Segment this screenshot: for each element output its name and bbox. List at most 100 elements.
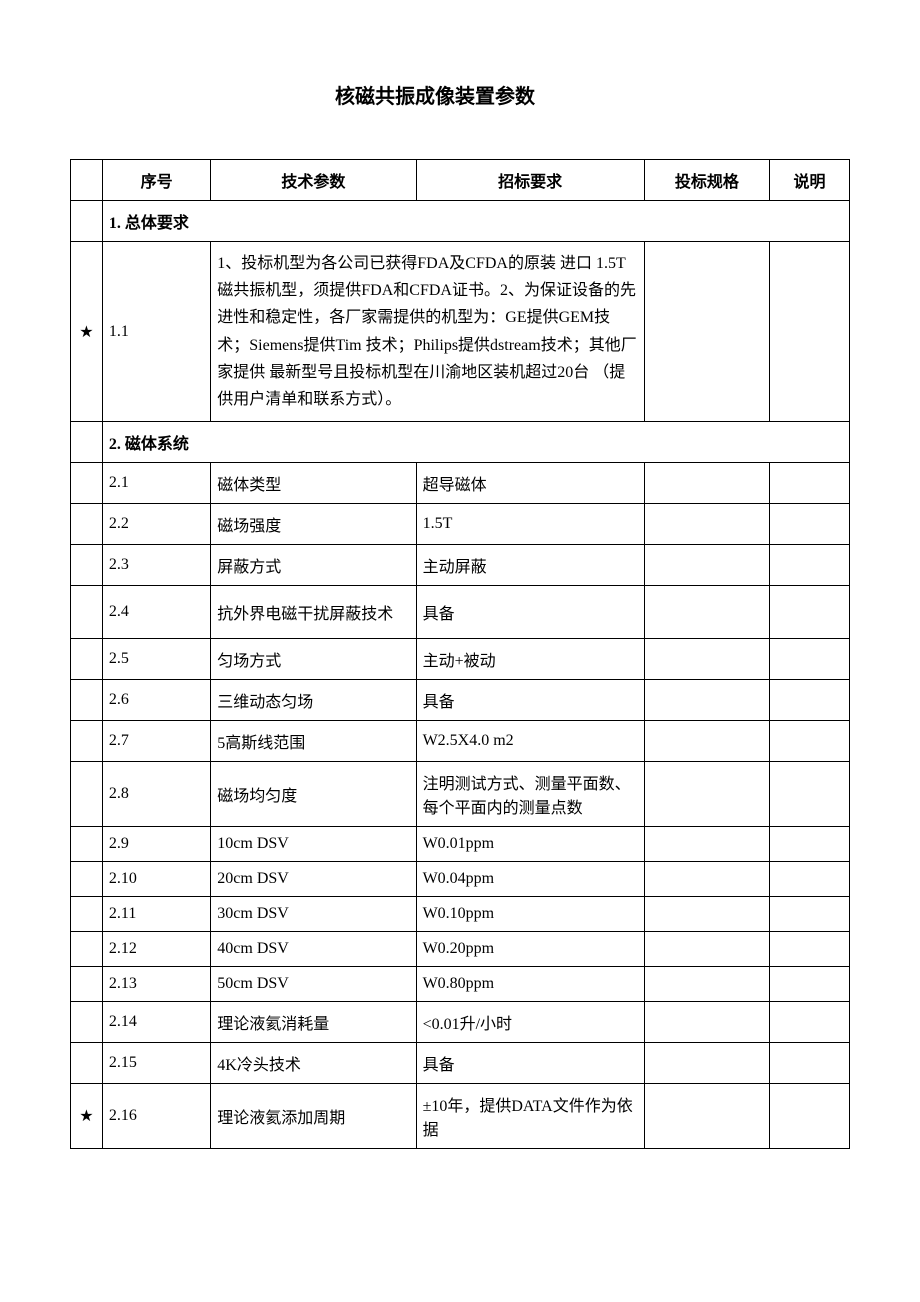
cell-num: 2.6: [102, 680, 210, 721]
cell-star: [71, 1002, 103, 1043]
section-header-row: 2. 磁体系统: [71, 422, 850, 463]
cell-star: [71, 586, 103, 639]
table-row: 2.2 磁场强度 1.5T: [71, 504, 850, 545]
document-title: 核磁共振成像装置参数: [20, 80, 850, 109]
header-num: 序号: [102, 160, 210, 201]
table-row: 2.7 5高斯线范围 W2.5X4.0 m2: [71, 721, 850, 762]
cell-spec: [644, 639, 769, 680]
cell-req: W2.5X4.0 m2: [416, 721, 644, 762]
cell-star: [71, 545, 103, 586]
cell-merged: 1、投标机型为各公司已获得FDA及CFDA的原装 进口 1.5T磁共振机型，须提…: [211, 242, 644, 422]
cell-param: 5高斯线范围: [211, 721, 416, 762]
table-row: 2.13 50cm DSV W0.80ppm: [71, 967, 850, 1002]
cell-star: [71, 862, 103, 897]
section-header-row: 1. 总体要求: [71, 201, 850, 242]
cell-desc: [770, 1002, 850, 1043]
cell-num: 2.11: [102, 897, 210, 932]
cell-star: [71, 1043, 103, 1084]
cell-num: 2.9: [102, 827, 210, 862]
table-row: 2.10 20cm DSV W0.04ppm: [71, 862, 850, 897]
cell-param: 抗外界电磁干扰屏蔽技术: [211, 586, 416, 639]
cell-star: [71, 932, 103, 967]
cell-param: 10cm DSV: [211, 827, 416, 862]
cell-num: 1.1: [102, 242, 210, 422]
cell-param: 4K冷头技术: [211, 1043, 416, 1084]
cell-num: 2.3: [102, 545, 210, 586]
cell-star: ★: [71, 1084, 103, 1149]
cell-star: [71, 201, 103, 242]
cell-req: 主动+被动: [416, 639, 644, 680]
cell-desc: [770, 862, 850, 897]
cell-param: 理论液氦添加周期: [211, 1084, 416, 1149]
cell-num: 2.7: [102, 721, 210, 762]
cell-desc: [770, 967, 850, 1002]
cell-param: 匀场方式: [211, 639, 416, 680]
cell-star: [71, 639, 103, 680]
table-row: 2.1 磁体类型 超导磁体: [71, 463, 850, 504]
cell-spec: [644, 862, 769, 897]
table-row: 2.15 4K冷头技术 具备: [71, 1043, 850, 1084]
cell-spec: [644, 932, 769, 967]
header-spec: 投标规格: [644, 160, 769, 201]
cell-req: W0.20ppm: [416, 932, 644, 967]
cell-param: 磁场均匀度: [211, 762, 416, 827]
cell-param: 50cm DSV: [211, 967, 416, 1002]
cell-param: 20cm DSV: [211, 862, 416, 897]
cell-req: 1.5T: [416, 504, 644, 545]
cell-star: [71, 827, 103, 862]
cell-desc: [770, 932, 850, 967]
cell-param: 40cm DSV: [211, 932, 416, 967]
cell-num: 2.2: [102, 504, 210, 545]
cell-num: 2.10: [102, 862, 210, 897]
cell-desc: [770, 680, 850, 721]
cell-req: W0.01ppm: [416, 827, 644, 862]
table-row: 2.9 10cm DSV W0.01ppm: [71, 827, 850, 862]
section-header: 1. 总体要求: [102, 201, 849, 242]
cell-desc: [770, 586, 850, 639]
cell-num: 2.8: [102, 762, 210, 827]
cell-param: 磁体类型: [211, 463, 416, 504]
cell-spec: [644, 897, 769, 932]
cell-num: 2.4: [102, 586, 210, 639]
cell-num: 2.14: [102, 1002, 210, 1043]
table-row: 2.6 三维动态匀场 具备: [71, 680, 850, 721]
cell-desc: [770, 545, 850, 586]
cell-req: W0.04ppm: [416, 862, 644, 897]
cell-param: 磁场强度: [211, 504, 416, 545]
table-row: ★ 2.16 理论液氦添加周期 ±10年，提供DATA文件作为依据: [71, 1084, 850, 1149]
cell-num: 2.1: [102, 463, 210, 504]
cell-spec: [644, 721, 769, 762]
cell-req: <0.01升/小时: [416, 1002, 644, 1043]
cell-desc: [770, 1043, 850, 1084]
cell-desc: [770, 897, 850, 932]
cell-req: 主动屏蔽: [416, 545, 644, 586]
cell-desc: [770, 762, 850, 827]
table-row: 2.14 理论液氦消耗量 <0.01升/小时: [71, 1002, 850, 1043]
cell-spec: [644, 1084, 769, 1149]
cell-num: 2.15: [102, 1043, 210, 1084]
header-star: [71, 160, 103, 201]
table-row: 2.5 匀场方式 主动+被动: [71, 639, 850, 680]
cell-spec: [644, 504, 769, 545]
cell-star: [71, 967, 103, 1002]
cell-spec: [644, 586, 769, 639]
cell-spec: [644, 463, 769, 504]
cell-param: 三维动态匀场: [211, 680, 416, 721]
table-body: 1. 总体要求 ★ 1.1 1、投标机型为各公司已获得FDA及CFDA的原装 进…: [71, 201, 850, 1149]
table-row: 2.11 30cm DSV W0.10ppm: [71, 897, 850, 932]
cell-param: 理论液氦消耗量: [211, 1002, 416, 1043]
table-row: 2.12 40cm DSV W0.20ppm: [71, 932, 850, 967]
cell-star: [71, 762, 103, 827]
cell-req: ±10年，提供DATA文件作为依据: [416, 1084, 644, 1149]
cell-spec: [644, 827, 769, 862]
cell-num: 2.12: [102, 932, 210, 967]
cell-desc: [770, 639, 850, 680]
cell-star: [71, 680, 103, 721]
header-desc: 说明: [770, 160, 850, 201]
cell-desc: [770, 827, 850, 862]
cell-req: 具备: [416, 586, 644, 639]
cell-spec: [644, 762, 769, 827]
cell-spec: [644, 680, 769, 721]
cell-param: 屏蔽方式: [211, 545, 416, 586]
cell-star: ★: [71, 242, 103, 422]
